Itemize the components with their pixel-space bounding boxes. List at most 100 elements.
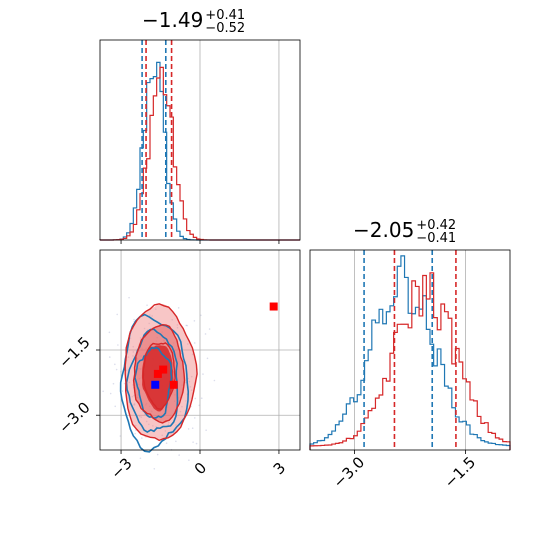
panel-marginal-1	[99, 39, 301, 244]
sample-point	[132, 355, 134, 357]
sample-point	[186, 324, 189, 327]
sample-point	[187, 428, 190, 430]
sample-point	[128, 296, 130, 299]
sample-point	[171, 318, 174, 321]
sample-point	[115, 368, 118, 371]
sample-point	[129, 337, 132, 340]
sample-point	[213, 379, 216, 382]
sample-point	[116, 313, 119, 316]
panel-2d: −3 0 3 −1.5 −3.0	[55, 249, 301, 483]
title-1-minus: −0.52	[205, 20, 246, 36]
sample-point	[109, 392, 112, 395]
title-1-plus: +0.41	[205, 7, 246, 23]
title-1-errors: +0.41 −0.52	[205, 9, 245, 35]
sample-point	[191, 353, 194, 356]
sample-point	[181, 405, 183, 408]
sample-point	[117, 344, 119, 346]
contour-red-2	[132, 323, 186, 424]
sample-point	[193, 320, 196, 322]
sample-point	[114, 363, 116, 366]
sample-point	[146, 304, 148, 306]
sample-point	[125, 369, 128, 372]
y-tick-label: −1.5	[55, 333, 93, 371]
sample-point	[141, 437, 143, 439]
sample-point	[190, 375, 193, 378]
sample-point	[177, 307, 180, 309]
sample-point	[138, 415, 141, 418]
x-tick-label: −3.0	[330, 453, 368, 491]
sample-point	[164, 430, 167, 432]
histogram-red	[309, 272, 511, 450]
marker-red	[159, 365, 168, 374]
sample-point	[206, 357, 209, 360]
sample-point	[186, 343, 189, 345]
sample-point	[178, 454, 180, 456]
axes-frame	[309, 249, 511, 451]
title-2-value: −2.05	[353, 218, 415, 242]
panel-marginal-2: −3.0 −1.5	[309, 249, 511, 492]
sample-point	[133, 403, 135, 406]
sample-point	[190, 389, 193, 392]
x-tick-label: −3	[107, 454, 135, 482]
sample-point	[191, 427, 194, 430]
sample-point	[108, 356, 111, 358]
contour-blue-3	[134, 346, 173, 419]
marker-blue	[151, 380, 160, 389]
marker-red	[269, 302, 278, 311]
title-2-minus: −0.41	[416, 230, 457, 246]
sample-point	[132, 351, 135, 353]
sample-point	[193, 417, 196, 419]
sample-point	[189, 386, 192, 388]
contour-red-1	[124, 303, 198, 442]
histogram-blue	[309, 255, 511, 450]
sample-point	[202, 373, 204, 375]
title-param-1: −1.49 +0.41 −0.52	[142, 8, 245, 35]
sample-point	[167, 421, 170, 424]
sample-point	[114, 405, 117, 408]
sample-point	[194, 397, 197, 400]
sample-point	[156, 453, 159, 456]
sample-point	[152, 425, 154, 427]
density-fill-inner	[141, 345, 174, 412]
sample-point	[102, 390, 104, 393]
x-tick-label: 0	[191, 459, 210, 478]
sample-point	[148, 322, 150, 325]
sample-point	[127, 356, 130, 358]
marker-red	[169, 380, 178, 389]
sample-point	[140, 416, 143, 418]
title-param-2: −2.05 +0.42 −0.41	[353, 218, 456, 245]
sample-point	[176, 324, 179, 326]
sample-point	[153, 468, 156, 470]
sample-point	[148, 423, 150, 426]
sample-point	[188, 380, 191, 383]
marker-red	[153, 369, 162, 378]
sample-point	[185, 324, 188, 327]
sample-point	[175, 440, 177, 443]
sample-point	[185, 400, 187, 402]
sample-point	[145, 420, 148, 423]
y-tick-label: −3.0	[55, 398, 93, 436]
sample-point	[192, 441, 194, 443]
sample-point	[188, 459, 190, 462]
sample-point	[133, 318, 135, 321]
sample-point	[134, 424, 137, 427]
sample-point	[108, 331, 111, 334]
sample-point	[161, 434, 164, 437]
sample-point	[133, 404, 136, 406]
sample-point	[133, 402, 136, 405]
sample-point	[132, 345, 135, 348]
sample-point	[151, 315, 153, 317]
sample-point	[123, 382, 126, 385]
sample-point	[154, 308, 157, 310]
sample-point	[121, 390, 124, 392]
sample-point	[204, 333, 207, 335]
sample-point	[133, 394, 135, 397]
sample-point	[179, 410, 182, 413]
sample-point	[143, 327, 146, 330]
sample-point	[128, 381, 131, 384]
sample-point	[200, 397, 203, 399]
sample-point	[193, 342, 196, 344]
sample-point	[149, 314, 151, 316]
sample-point	[208, 328, 211, 330]
